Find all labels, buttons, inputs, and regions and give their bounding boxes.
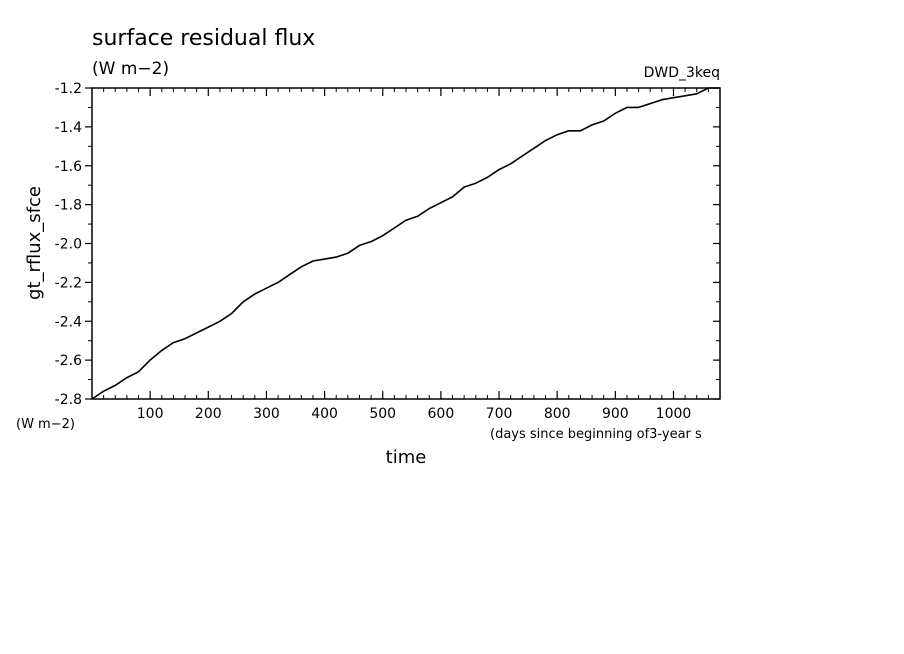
x-tick-label: 700 xyxy=(486,406,513,422)
y-tick-label: -2.6 xyxy=(55,353,82,369)
x-tick-label: 1000 xyxy=(656,406,692,422)
y-tick-label: -2.2 xyxy=(55,275,82,291)
y-tick-label: -1.6 xyxy=(55,159,82,175)
x-tick-label: 900 xyxy=(602,406,629,422)
x-tick-label: 300 xyxy=(253,406,280,422)
chart-subtitle: (W m−2) xyxy=(92,59,169,79)
y-axis-unit: (W m−2) xyxy=(16,417,75,432)
y-tick-label: -1.2 xyxy=(55,81,82,97)
y-tick-labels: -1.2 -1.4 -1.6 -1.8 -2.0 -2.2 -2.4 -2.6 -2.8 xyxy=(55,81,82,408)
series-line xyxy=(91,87,720,400)
x-tick-label: 200 xyxy=(195,406,222,422)
series xyxy=(91,87,720,400)
y-tick-label: -2.0 xyxy=(55,237,82,253)
x-axis-unit: (days since beginning of3-year s xyxy=(490,427,702,442)
y-tick-label: -2.8 xyxy=(55,392,82,408)
run-tag: DWD_3keq xyxy=(644,65,720,81)
x-axis-title: time xyxy=(386,447,427,468)
tick-marks xyxy=(85,87,720,400)
x-tick-label: 500 xyxy=(369,406,396,422)
chart-title: surface residual flux xyxy=(92,26,315,51)
x-tick-label: 800 xyxy=(544,406,571,422)
x-tick-label: 100 xyxy=(137,406,164,422)
y-tick-label: -2.4 xyxy=(55,314,82,330)
x-tick-label: 600 xyxy=(428,406,455,422)
x-tick-label: 400 xyxy=(311,406,338,422)
y-tick-label: -1.8 xyxy=(55,198,82,214)
y-tick-label: -1.4 xyxy=(55,120,82,136)
plot-frame xyxy=(91,87,721,400)
y-axis-title: gt_rflux_sfce xyxy=(24,186,45,300)
axes xyxy=(91,87,721,400)
x-tick-labels: 100 200 300 400 500 600 700 800 900 1000 xyxy=(137,406,692,422)
